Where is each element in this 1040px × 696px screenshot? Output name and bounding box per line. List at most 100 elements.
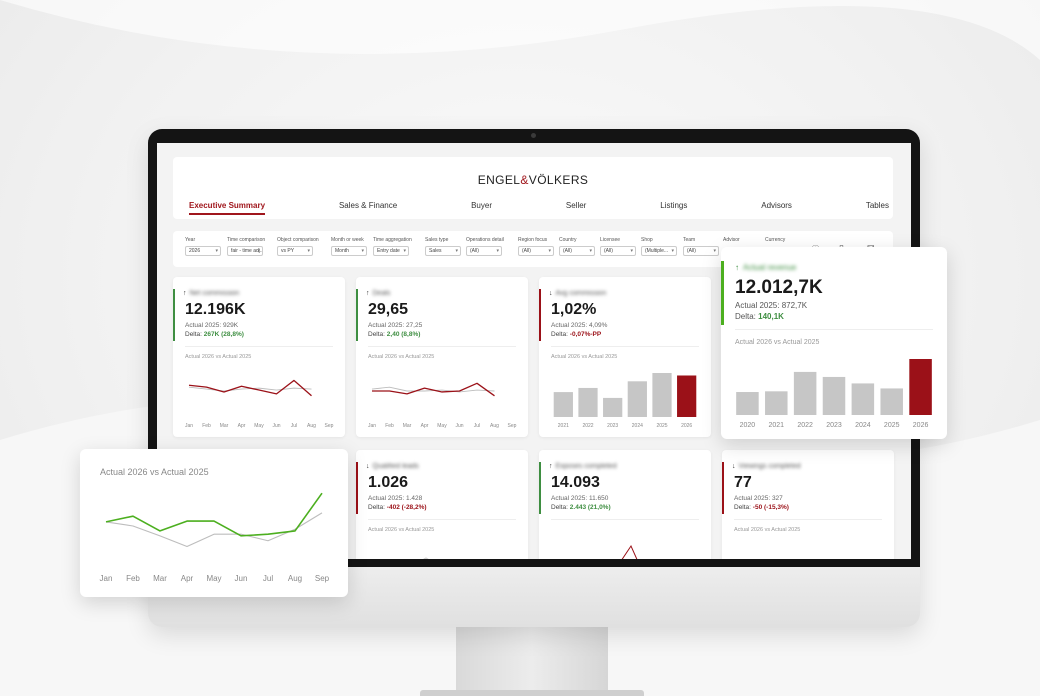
- camera-icon: [531, 133, 536, 138]
- kpi-delta: Delta: -402 (-28,2%): [368, 504, 427, 511]
- filter-dropdown[interactable]: Sales: [425, 246, 461, 256]
- filter-label: Country: [559, 237, 577, 243]
- bar-2022: [793, 371, 817, 415]
- filter-label: Shop: [641, 237, 653, 243]
- bar-2024: [627, 381, 647, 417]
- filter-team: Team (All): [683, 237, 719, 256]
- x-tick-label: 2020: [740, 422, 756, 429]
- filter-dropdown[interactable]: vs PY: [277, 246, 313, 256]
- filter-dropdown[interactable]: 2026: [185, 246, 221, 256]
- tab-listings[interactable]: Listings: [660, 201, 688, 210]
- kpi-delta: Delta: -50 (-15,3%): [734, 504, 789, 511]
- x-tick-label: 2021: [768, 422, 784, 429]
- kpi-delta: Delta: 2,40 (8,8%): [368, 331, 421, 338]
- x-tick-label: Jul: [263, 574, 273, 583]
- arrow-up-icon: ↑: [549, 463, 553, 470]
- filter-year: Year 2026: [185, 237, 221, 256]
- kpi-chart: Jan Feb Mar Apr May Jun Jul Aug Sep: [185, 379, 334, 429]
- chart-caption: Actual 2026 vs Actual 2025: [734, 527, 801, 533]
- x-tick-label: May: [437, 423, 447, 429]
- kpi-value: 12.196K: [185, 301, 246, 318]
- tab-seller[interactable]: Seller: [565, 201, 587, 210]
- kpi-card-exposes[interactable]: ↑ Exposes completed 14.093 Actual 2025: 1…: [539, 450, 711, 559]
- divider: [734, 519, 882, 520]
- x-tick-label: May: [254, 423, 264, 429]
- x-tick-label: Mar: [403, 423, 412, 429]
- x-tick-label: Apr: [238, 423, 246, 429]
- series-2026-line: [105, 492, 323, 537]
- chart-caption: Actual 2026 vs Actual 2025: [368, 354, 435, 360]
- tab-executive-summary[interactable]: Executive Summary: [189, 201, 266, 215]
- filter-dropdown[interactable]: (All): [466, 246, 502, 256]
- filter-dropdown[interactable]: fair - time adj...: [227, 246, 263, 256]
- tab-tables[interactable]: Tables: [865, 201, 889, 210]
- kpi-value: 12.012,7K: [735, 277, 823, 298]
- filter-label: Sales type: [425, 237, 449, 243]
- filter-label: Time comparison: [227, 237, 266, 243]
- series-2026-line: [423, 557, 429, 559]
- kpi-card-qualified-leads[interactable]: ↓ Qualified leads 1.026 Actual 2025: 1.42…: [356, 450, 528, 559]
- x-tick-label: 2025: [884, 422, 900, 429]
- filter-dropdown[interactable]: Month: [331, 246, 367, 256]
- divider: [368, 346, 516, 347]
- arrow-down-icon: ↓: [366, 463, 370, 470]
- status-bar: [539, 289, 541, 341]
- x-tick-label: Feb: [202, 423, 211, 429]
- kpi-value: 14.093: [551, 474, 600, 491]
- overlay-card-line[interactable]: Actual 2026 vs Actual 2025 Jan Feb Mar Apr M…: [80, 449, 348, 597]
- filter-dropdown[interactable]: Entry date: [373, 246, 409, 256]
- brand-logo: ENGEL&VÖLKERS: [477, 173, 589, 187]
- kpi-actual: Actual 2025: 4,09%: [551, 322, 608, 329]
- bar-2022: [578, 387, 598, 417]
- kpi-chart: [621, 544, 638, 559]
- x-tick-label: 2022: [797, 422, 813, 429]
- kpi-card-net-commission[interactable]: ↑ Net commission 12.196K Actual 2025: 929…: [173, 277, 345, 437]
- bar-2023: [603, 397, 623, 417]
- series-2026-line: [621, 544, 638, 559]
- filter-dropdown[interactable]: (All): [518, 246, 554, 256]
- kpi-value: 1.026: [368, 474, 409, 491]
- x-tick-label: 2024: [855, 422, 871, 429]
- kpi-card-avg-commission[interactable]: ↓ Avg commission 1,02% Actual 2025: 4,09%…: [539, 277, 711, 437]
- kpi-title: ↑ Net commission: [183, 290, 240, 297]
- x-tick-label: Jan: [100, 574, 113, 583]
- chart-caption: Actual 2026 vs Actual 2025: [368, 527, 435, 533]
- filter-dropdown[interactable]: (Multiple...: [641, 246, 677, 256]
- line-chart: Jan Feb Mar Apr May Jun Jul Aug Sep: [100, 492, 330, 583]
- x-tick-label: Apr: [181, 574, 194, 583]
- filter-label: Licensee: [600, 237, 621, 243]
- tab-sales-finance[interactable]: Sales & Finance: [338, 201, 398, 210]
- x-tick-label: 2025: [656, 423, 667, 429]
- x-tick-label: Jun: [272, 423, 280, 429]
- filter-time-comparison: Time comparison fair - time adj...: [227, 237, 265, 256]
- dashboard-header: ENGEL&VÖLKERS Executive Summary Sales & …: [173, 157, 893, 219]
- divider: [551, 346, 699, 347]
- filter-dropdown[interactable]: (All): [600, 246, 636, 256]
- x-tick-label: Sep: [325, 423, 334, 429]
- status-bar: [356, 289, 358, 341]
- x-tick-label: Feb: [385, 423, 394, 429]
- filter-label: Currency: [765, 237, 786, 243]
- kpi-chart: [722, 534, 894, 559]
- kpi-card-viewings[interactable]: ↓ Viewings completed 77 Actual 2025: 327 …: [722, 450, 894, 559]
- arrow-down-icon: ↓: [732, 463, 736, 470]
- x-tick-label: May: [206, 574, 221, 583]
- kpi-actual: Actual 2025: 872,7K: [735, 301, 808, 310]
- bar-2021: [765, 391, 788, 415]
- kpi-title: ↑ Actual revenue: [735, 263, 797, 272]
- kpi-actual: Actual 2025: 327: [734, 495, 783, 502]
- tab-buyer[interactable]: Buyer: [471, 201, 492, 210]
- kpi-card-deals[interactable]: ↑ Deals 29,65 Actual 2025: 27,25 Delta: 2…: [356, 277, 528, 437]
- monitor-stand: [456, 620, 608, 696]
- x-tick-label: Aug: [490, 423, 499, 429]
- filter-shop: Shop (Multiple...: [641, 237, 677, 256]
- filter-dropdown[interactable]: (All): [683, 246, 719, 256]
- bar-2026: [909, 359, 932, 415]
- filter-dropdown[interactable]: (All): [559, 246, 595, 256]
- filter-label: Advisor: [723, 237, 740, 243]
- overlay-card-revenue[interactable]: ↑ Actual revenue 12.012,7K Actual 2025: 8…: [721, 247, 947, 439]
- kpi-title: ↑ Deals: [366, 290, 391, 297]
- kpi-delta: Delta: -0,07%-PP: [551, 331, 602, 338]
- bar-2025: [652, 373, 672, 417]
- tab-advisors[interactable]: Advisors: [761, 201, 792, 210]
